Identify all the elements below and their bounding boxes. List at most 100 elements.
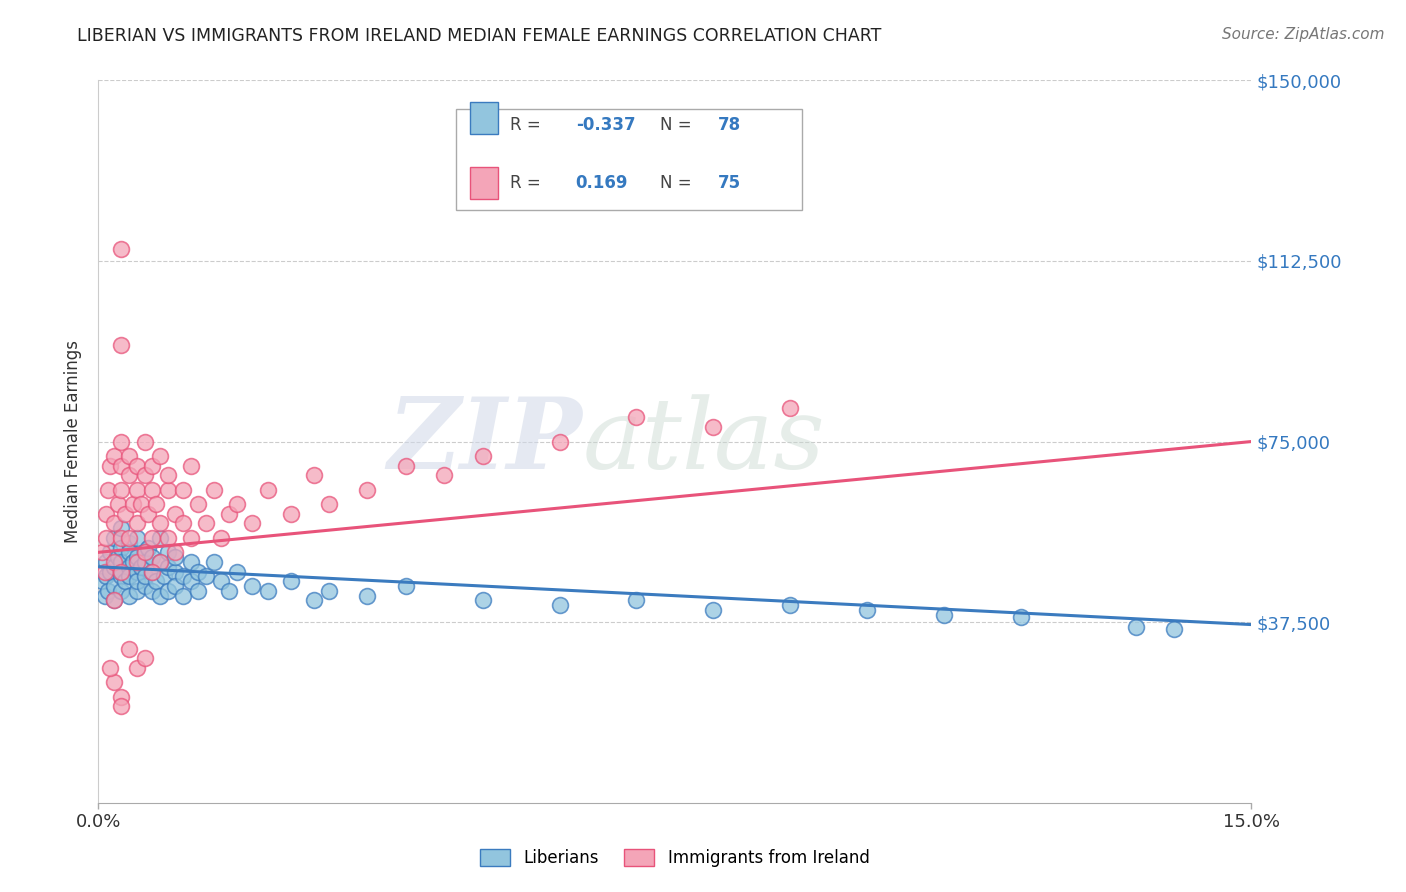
Point: [122, 497, 145, 511]
Point: [98, 565, 121, 579]
Point: [165, 545, 187, 559]
Point: [180, 458, 202, 473]
Point: [141, 565, 163, 579]
Point: [125, 555, 148, 569]
Point: [149, 555, 172, 569]
Point: [180, 574, 202, 589]
Point: [103, 531, 125, 545]
Point: [209, 574, 232, 589]
Point: [318, 583, 340, 598]
Point: [932, 607, 955, 622]
Point: [94, 531, 117, 545]
Point: [103, 675, 125, 690]
Point: [156, 545, 179, 559]
Point: [103, 579, 125, 593]
Point: [172, 516, 194, 531]
Point: [110, 583, 132, 598]
Point: [256, 583, 278, 598]
Text: Source: ZipAtlas.com: Source: ZipAtlas.com: [1222, 27, 1385, 42]
Point: [125, 516, 148, 531]
Point: [149, 449, 172, 463]
Point: [149, 531, 172, 545]
Point: [118, 589, 141, 603]
Point: [134, 545, 156, 559]
Point: [141, 458, 163, 473]
Point: [141, 565, 163, 579]
Point: [134, 651, 156, 665]
Point: [110, 699, 132, 714]
Point: [165, 565, 187, 579]
Point: [134, 468, 156, 483]
Point: [98, 545, 121, 559]
Point: [110, 565, 132, 579]
Point: [118, 535, 141, 549]
Point: [110, 338, 132, 352]
Text: N =: N =: [659, 174, 697, 192]
Point: [240, 579, 263, 593]
Point: [125, 550, 148, 565]
Point: [134, 555, 156, 569]
Point: [125, 565, 148, 579]
Point: [172, 569, 194, 583]
Point: [156, 468, 179, 483]
Point: [202, 483, 225, 497]
Point: [97, 483, 120, 497]
Point: [548, 434, 571, 449]
Point: [110, 565, 132, 579]
FancyBboxPatch shape: [470, 102, 499, 135]
Point: [125, 458, 148, 473]
Point: [141, 483, 163, 497]
Point: [165, 507, 187, 521]
Point: [702, 603, 724, 617]
Point: [280, 507, 302, 521]
Point: [195, 569, 218, 583]
Point: [114, 507, 136, 521]
Point: [149, 555, 172, 569]
Point: [195, 516, 218, 531]
Point: [187, 565, 209, 579]
Point: [110, 434, 132, 449]
Point: [172, 483, 194, 497]
Point: [94, 507, 117, 521]
Point: [134, 434, 156, 449]
Text: R =: R =: [510, 116, 546, 134]
Point: [103, 516, 125, 531]
Text: 0.169: 0.169: [575, 174, 628, 192]
Point: [302, 468, 325, 483]
Point: [1125, 620, 1147, 634]
Point: [779, 401, 801, 415]
Point: [302, 593, 325, 607]
Point: [93, 589, 115, 603]
Point: [165, 550, 187, 565]
Point: [93, 565, 115, 579]
Point: [122, 555, 145, 569]
Point: [256, 483, 278, 497]
Point: [225, 565, 247, 579]
Point: [156, 483, 179, 497]
Point: [356, 589, 378, 603]
Point: [118, 449, 141, 463]
Point: [138, 541, 160, 555]
Point: [202, 555, 225, 569]
Point: [165, 579, 187, 593]
Point: [110, 458, 132, 473]
Point: [110, 521, 132, 535]
Point: [141, 583, 163, 598]
Point: [98, 661, 121, 675]
Point: [138, 507, 160, 521]
Point: [107, 497, 129, 511]
Point: [118, 559, 141, 574]
Point: [97, 583, 120, 598]
Point: [125, 483, 148, 497]
Point: [110, 569, 132, 583]
Point: [103, 449, 125, 463]
Point: [110, 483, 132, 497]
Point: [125, 531, 148, 545]
Point: [626, 410, 648, 425]
Y-axis label: Median Female Earnings: Median Female Earnings: [65, 340, 83, 543]
Point: [180, 555, 202, 569]
Text: 78: 78: [717, 116, 741, 134]
Point: [395, 579, 418, 593]
Point: [118, 531, 141, 545]
Point: [103, 593, 125, 607]
